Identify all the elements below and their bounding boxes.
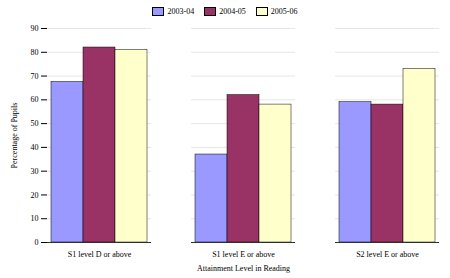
svg-text:0: 0 bbox=[35, 238, 39, 247]
svg-text:20: 20 bbox=[31, 191, 39, 200]
svg-text:50: 50 bbox=[31, 119, 39, 128]
html-text:2005-06: 2005-06 bbox=[270, 6, 298, 16]
svg-text:60: 60 bbox=[31, 95, 39, 104]
svg-text:30: 30 bbox=[31, 167, 39, 176]
svg-text:70: 70 bbox=[31, 72, 39, 81]
svg-text:80: 80 bbox=[31, 48, 39, 57]
svg-text:Percentage of Pupils: Percentage of Pupils bbox=[10, 103, 19, 169]
html-text:2004-05: 2004-05 bbox=[219, 6, 246, 16]
svg-text:S1 level E or above: S1 level E or above bbox=[212, 250, 275, 259]
html-text:2003-04: 2003-04 bbox=[167, 6, 195, 16]
svg-text:90: 90 bbox=[31, 24, 39, 33]
svg-text:40: 40 bbox=[31, 143, 39, 152]
svg-text:10: 10 bbox=[31, 214, 39, 223]
svg-text:S1 level D or above: S1 level D or above bbox=[68, 250, 132, 259]
svg-text:Attainment Level in Reading: Attainment Level in Reading bbox=[197, 264, 290, 273]
svg-text:S2 level E or above: S2 level E or above bbox=[356, 250, 419, 259]
